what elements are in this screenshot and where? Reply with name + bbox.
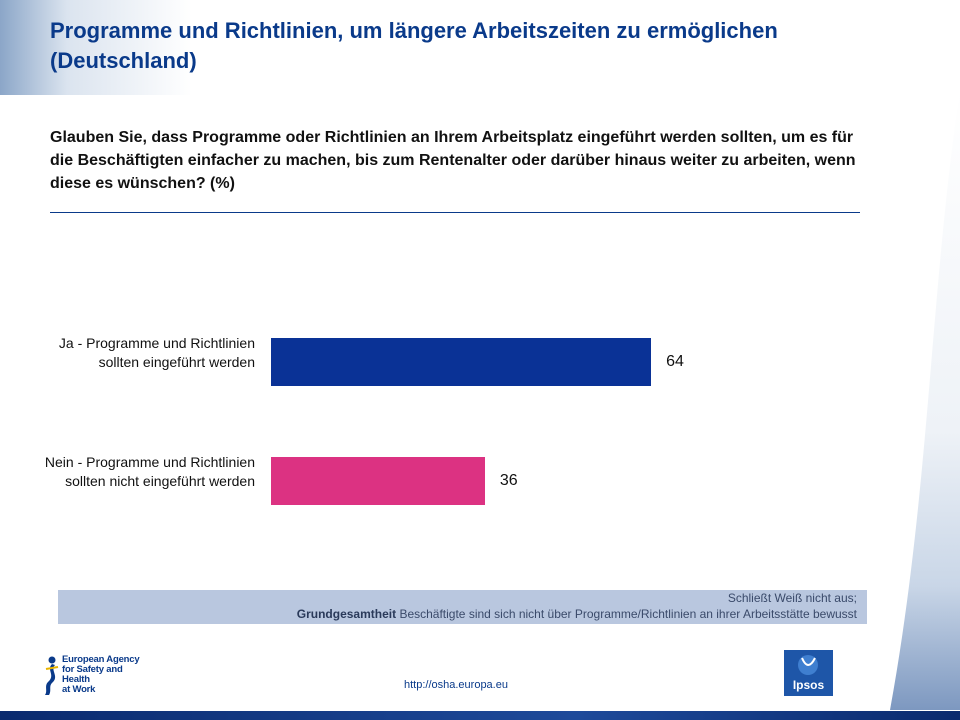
ipsos-logo-text: Ipsos xyxy=(792,678,825,692)
category-label: Ja - Programme und Richtlinien sollten e… xyxy=(58,335,255,370)
exclusion-note: Schließt Weiß nicht aus; xyxy=(727,591,857,605)
footer-bar xyxy=(0,711,960,720)
data-label: 36 xyxy=(499,472,518,489)
header-background xyxy=(0,0,960,95)
bar xyxy=(271,338,652,386)
base-description: Grundgesamtheit Beschäftigte sind sich n… xyxy=(297,607,857,622)
ipsos-mark-icon xyxy=(798,655,818,675)
page-title: Programme und Richtlinien, um längere Ar… xyxy=(50,18,778,73)
osha-logo: European Agency for Safety and Health at W… xyxy=(42,655,152,695)
survey-question: Glauben Sie, dass Programme oder Richtli… xyxy=(50,129,856,192)
decorative-curve xyxy=(870,90,960,710)
ipsos-logo: Ipsos xyxy=(784,650,833,696)
base-note: Schließt Weiß nicht aus; Grundgesamtheit… xyxy=(58,590,867,624)
data-label: 64 xyxy=(666,353,684,370)
website-url[interactable]: http://osha.europa.eu xyxy=(404,679,508,691)
base-text: Beschäftigte sind sich nicht über Progra… xyxy=(396,607,857,621)
base-label: Grundgesamtheit xyxy=(296,607,397,621)
divider xyxy=(50,212,860,213)
osha-figure-icon xyxy=(45,656,59,695)
bar xyxy=(271,457,485,505)
category-label: Nein - Programme und Richtlinien sollten… xyxy=(44,454,255,489)
osha-logo-text: European Agency for Safety and Health at W… xyxy=(62,654,140,695)
